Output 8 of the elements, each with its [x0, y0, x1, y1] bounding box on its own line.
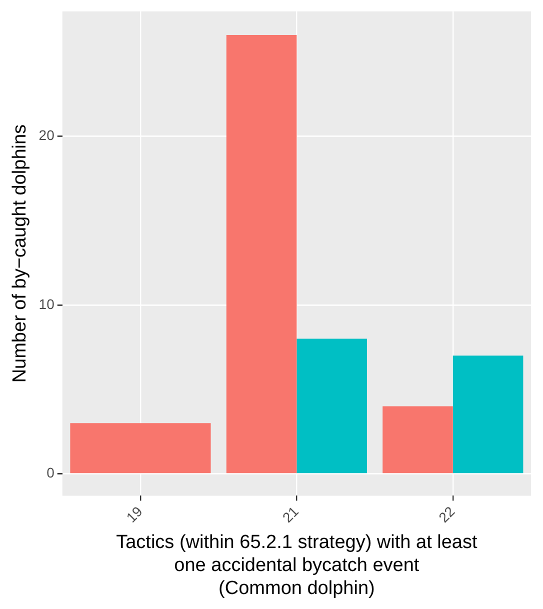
y-tick-label: 10 [38, 296, 55, 312]
y-axis-title: Number of by−caught dolphins [10, 124, 31, 383]
x-axis-title: Tactics (within 65.2.1 strategy) with at least one accidental bycatch event (Common dolphin) [116, 532, 478, 599]
x-tick-label: 19 [123, 503, 146, 526]
x-tick-label: 22 [435, 503, 458, 526]
y-tick-label: 0 [46, 464, 55, 481]
x-tick-label: 21 [279, 503, 302, 526]
y-tick-label: 20 [38, 127, 55, 144]
